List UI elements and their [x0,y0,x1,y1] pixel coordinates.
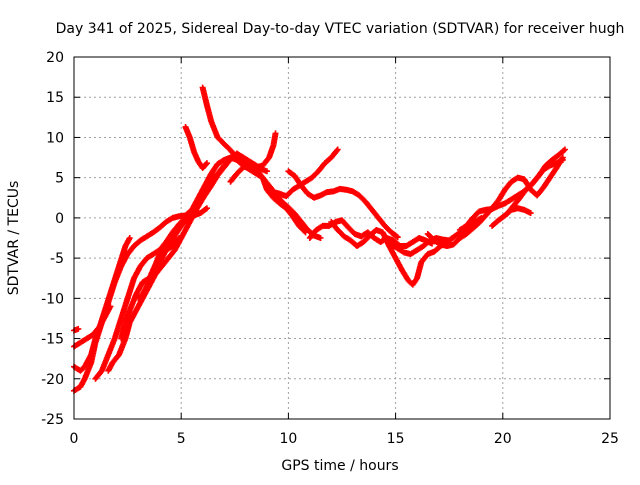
data-point [333,147,340,154]
data-point [560,147,567,154]
data-point [301,228,308,235]
y-tick-label: -20 [41,372,64,388]
x-axis-label: GPS time / hours [281,458,398,474]
data-point [334,146,341,153]
data-point [559,156,566,163]
x-tick-label: 10 [279,431,297,447]
tick-labels: 0 5 10 15 20 25 -25 -20 -15 -10 -5 0 5 10 15 20 [41,50,619,447]
y-tick-label: 0 [55,211,64,227]
y-tick-label: -10 [41,291,64,307]
y-tick-label: 5 [55,171,64,187]
y-tick-label: -5 [50,251,64,267]
data-point [272,130,279,137]
x-tick-label: 15 [387,431,405,447]
x-tick-label: 25 [601,431,619,447]
data-point [203,161,210,168]
data-point [394,234,401,241]
y-tick-label: 15 [46,90,64,106]
data-point [317,235,324,241]
series-track-g [118,205,210,342]
series-track-d [71,325,82,334]
series-track-k [227,130,279,185]
y-tick-label: -25 [41,412,64,428]
tick-marks [73,56,611,420]
data-point [203,205,210,212]
data-point [220,163,227,170]
series-track-f [105,162,228,374]
data-point [527,210,534,217]
series-track-t [504,146,568,217]
data-point [202,206,209,213]
data-point [263,168,270,175]
x-tick-label: 20 [494,431,512,447]
x-tick-label: 5 [177,431,186,447]
y-tick-label: 10 [46,130,64,146]
data-point [393,233,400,240]
data-point [107,303,114,310]
x-tick-label: 0 [70,431,79,447]
chart-title: Day 341 of 2025, Sidereal Day-to-day VTE… [56,21,625,37]
data-point [221,162,228,169]
data-point [75,325,82,332]
data-point [176,235,183,241]
series-track-h [135,235,183,302]
y-tick-label: 20 [46,50,64,66]
y-tick-label: -15 [41,332,64,348]
data-point [175,236,182,243]
series-track-o [328,218,451,288]
series-track-m [285,168,401,241]
series-track-i [182,123,210,172]
data-point [126,235,133,241]
y-axis-label: SDTVAR / TECUs [6,181,22,296]
plot-frame [73,56,611,420]
data-point [561,146,568,153]
data-point [203,160,210,167]
data-layer [71,84,568,394]
data-point [302,229,309,236]
